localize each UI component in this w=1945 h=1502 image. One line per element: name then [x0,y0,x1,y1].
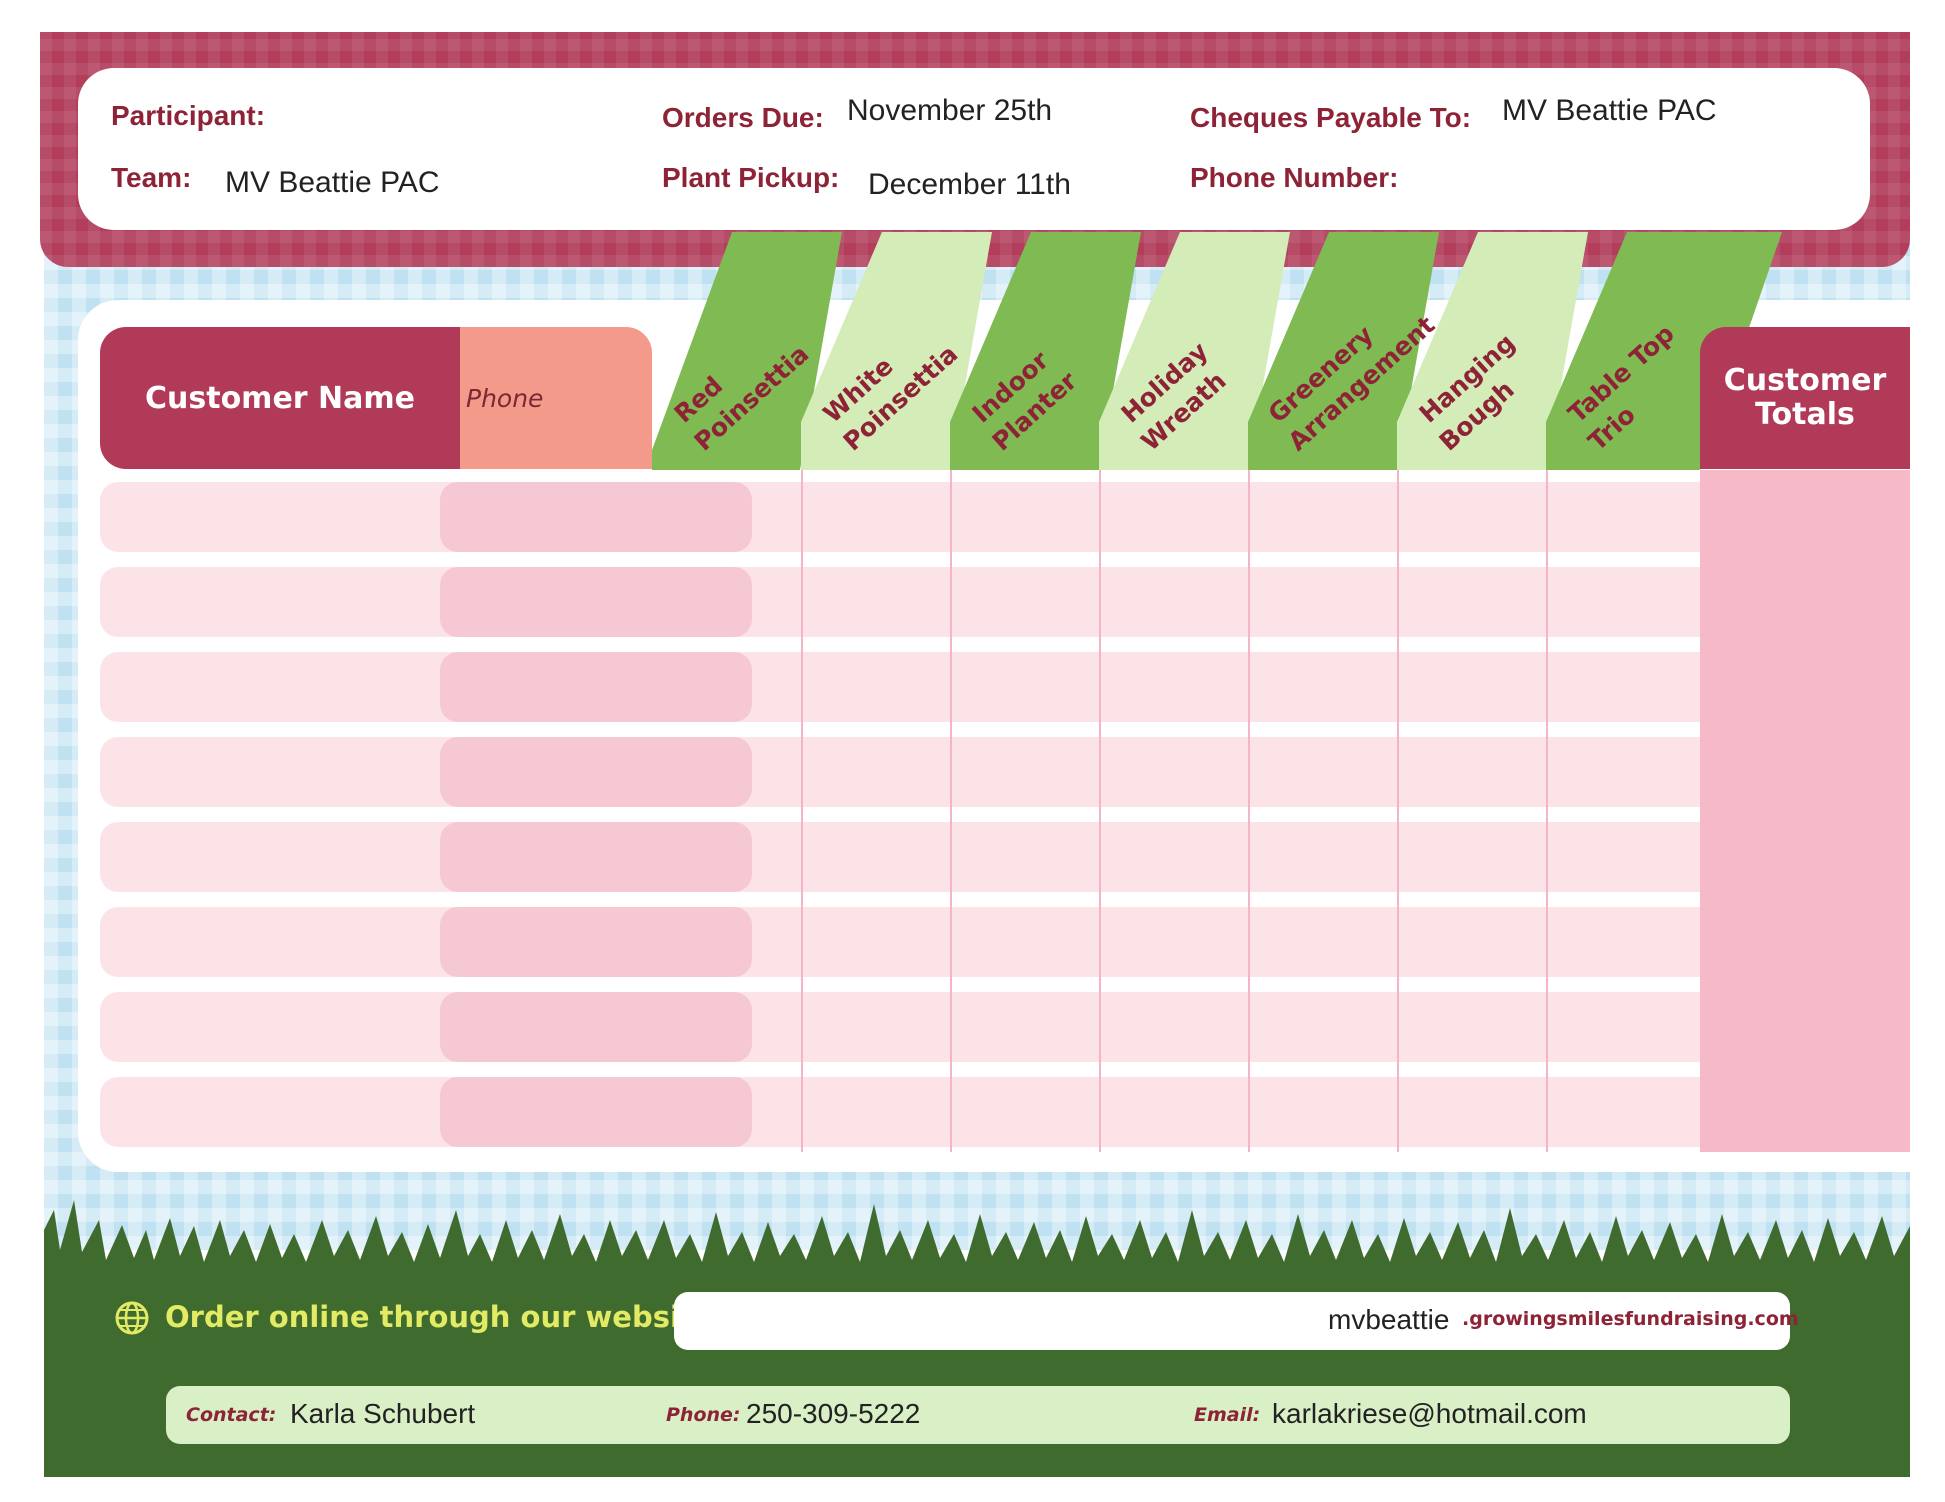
orders-due-value[interactable]: November 25th [847,94,1053,127]
product-header-bg [801,232,992,470]
phone-cell[interactable] [440,992,752,1062]
product-quantity-cells[interactable] [652,907,1700,977]
participant-label: Participant: [111,100,266,131]
plant-pickup-value[interactable]: December 11th [868,168,1071,201]
table-row [100,737,1700,807]
customer-name-column-header: Customer Name [100,327,460,469]
phone-cell[interactable] [440,822,752,892]
customer-totals-header: Customer Totals [1700,327,1910,469]
customer-name-cell[interactable] [100,1077,470,1147]
product-header-bg [950,232,1141,470]
contact-phone-label: Phone: [666,1404,741,1426]
product-header-bg [1397,232,1588,470]
product-quantity-cells[interactable] [652,822,1700,892]
product-quantity-cells[interactable] [652,567,1700,637]
email-value[interactable]: karlakriese@hotmail.com [1272,1398,1587,1429]
product-quantity-cells[interactable] [652,737,1700,807]
phone-number-label: Phone Number: [1190,162,1399,193]
contact-phone-value: 250-309-5222 [746,1398,921,1429]
team-label: Team: [111,162,192,193]
table-row [100,482,1700,552]
column-divider [1397,470,1399,1152]
customer-name-cell[interactable] [100,907,470,977]
phone-cell[interactable] [440,567,752,637]
website-url-box[interactable] [674,1292,1790,1350]
phone-cell[interactable] [440,737,752,807]
customer-name-cell[interactable] [100,482,470,552]
cheques-payable-label: Cheques Payable To: [1190,102,1472,133]
column-divider [1099,470,1101,1152]
team-value[interactable]: MV Beattie PAC [225,166,440,199]
customer-name-cell[interactable] [100,992,470,1062]
contact-label: Contact: [186,1404,277,1426]
cheques-payable-value[interactable]: MV Beattie PAC [1502,94,1717,127]
phone-cell[interactable] [440,652,752,722]
table-row [100,567,1700,637]
product-quantity-cells[interactable] [652,1077,1700,1147]
website-subdomain[interactable]: mvbeattie [1328,1304,1450,1335]
column-divider [950,470,952,1152]
totals-header-line1: Customer [1723,363,1887,398]
product-quantity-cells[interactable] [652,992,1700,1062]
table-row [100,907,1700,977]
website-domain[interactable]: .growingsmilesfundraising.com [1462,1308,1799,1330]
customer-name-cell[interactable] [100,822,470,892]
plant-pickup-label: Plant Pickup: [662,162,840,193]
customer-name-cell[interactable] [100,567,470,637]
product-column-headers: Red Poinsettia White Poinsettia Indoor P… [652,232,1782,470]
orders-due-label: Orders Due: [662,102,824,133]
product-quantity-cells[interactable] [652,482,1700,552]
table-row [100,822,1700,892]
phone-cell[interactable] [440,907,752,977]
email-label: Email: [1194,1404,1261,1426]
order-online-label: Order online through our website: [165,1300,726,1334]
contact-value: Karla Schubert [290,1398,476,1429]
contact-info-bar [166,1386,1790,1444]
info-panel [78,68,1870,230]
table-row [100,652,1700,722]
table-row [100,992,1700,1062]
product-quantity-cells[interactable] [652,652,1700,722]
column-divider [1546,470,1548,1152]
product-header-bg [1546,232,1782,470]
totals-header-line2: Totals [1755,397,1855,432]
product-header-bg [1099,232,1290,470]
phone-cell[interactable] [440,482,752,552]
grass-decoration [44,1200,1910,1280]
phone-column-header: Phone [436,327,652,469]
column-divider [801,470,803,1152]
table-row [100,1077,1700,1147]
product-header-bg [652,232,842,470]
column-divider [1248,470,1250,1152]
customer-name-cell[interactable] [100,737,470,807]
customer-totals-column [1700,470,1910,1152]
product-header-bg [1248,232,1439,470]
globe-icon [115,1301,149,1335]
phone-cell[interactable] [440,1077,752,1147]
customer-name-cell[interactable] [100,652,470,722]
